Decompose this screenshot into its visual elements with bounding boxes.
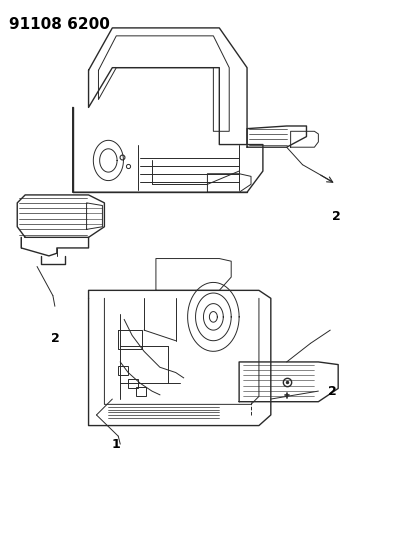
Bar (136, 387, 146, 397)
Text: 2: 2 (51, 332, 59, 344)
Text: 2: 2 (332, 209, 341, 223)
Text: 91108 6200: 91108 6200 (9, 17, 110, 33)
Bar (128, 379, 138, 389)
Text: 2: 2 (328, 385, 337, 398)
Bar (118, 366, 128, 375)
Text: 1: 1 (112, 438, 120, 450)
